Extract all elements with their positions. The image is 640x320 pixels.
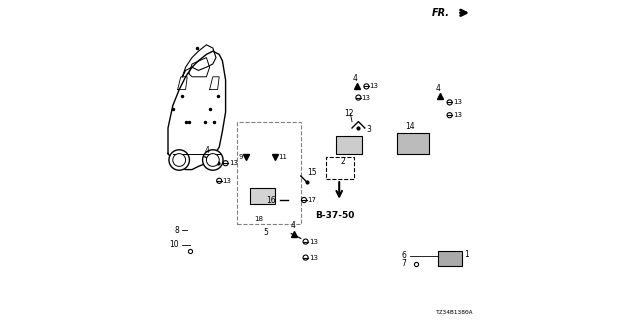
Text: 9: 9 — [239, 155, 243, 160]
Text: 3: 3 — [366, 125, 371, 134]
Text: 4: 4 — [436, 84, 441, 92]
Text: 1: 1 — [464, 250, 468, 259]
Text: 13: 13 — [309, 255, 318, 260]
Text: 13: 13 — [309, 239, 318, 244]
FancyBboxPatch shape — [336, 136, 362, 154]
Text: 2: 2 — [340, 157, 346, 166]
Text: 18: 18 — [255, 216, 264, 222]
Text: TZ34B1380A: TZ34B1380A — [436, 310, 474, 315]
Text: 4: 4 — [205, 146, 210, 155]
Circle shape — [173, 154, 186, 166]
Text: B-37-50: B-37-50 — [315, 211, 354, 220]
Text: 13: 13 — [223, 178, 232, 184]
Circle shape — [169, 150, 189, 170]
Text: 8: 8 — [175, 226, 179, 235]
Text: 13: 13 — [453, 100, 462, 105]
Text: 4: 4 — [353, 74, 358, 83]
Text: 13: 13 — [229, 160, 238, 166]
FancyBboxPatch shape — [438, 251, 462, 266]
Text: 4: 4 — [291, 221, 295, 230]
Text: 14: 14 — [405, 122, 415, 131]
Text: 10: 10 — [170, 240, 179, 249]
Text: FR.: FR. — [431, 8, 450, 19]
Circle shape — [206, 154, 220, 166]
Text: 15: 15 — [307, 168, 317, 177]
Text: 6: 6 — [401, 252, 406, 260]
Circle shape — [202, 150, 223, 170]
Text: 16: 16 — [266, 196, 276, 204]
Text: 13: 13 — [453, 112, 462, 118]
FancyBboxPatch shape — [250, 188, 275, 204]
FancyBboxPatch shape — [397, 133, 429, 154]
Text: 17: 17 — [307, 197, 316, 203]
Text: 13: 13 — [362, 95, 371, 100]
Text: 7: 7 — [401, 260, 406, 268]
Text: 5: 5 — [263, 228, 268, 236]
Text: 13: 13 — [370, 84, 379, 89]
Text: 11: 11 — [278, 155, 287, 160]
Text: 12: 12 — [344, 109, 353, 118]
